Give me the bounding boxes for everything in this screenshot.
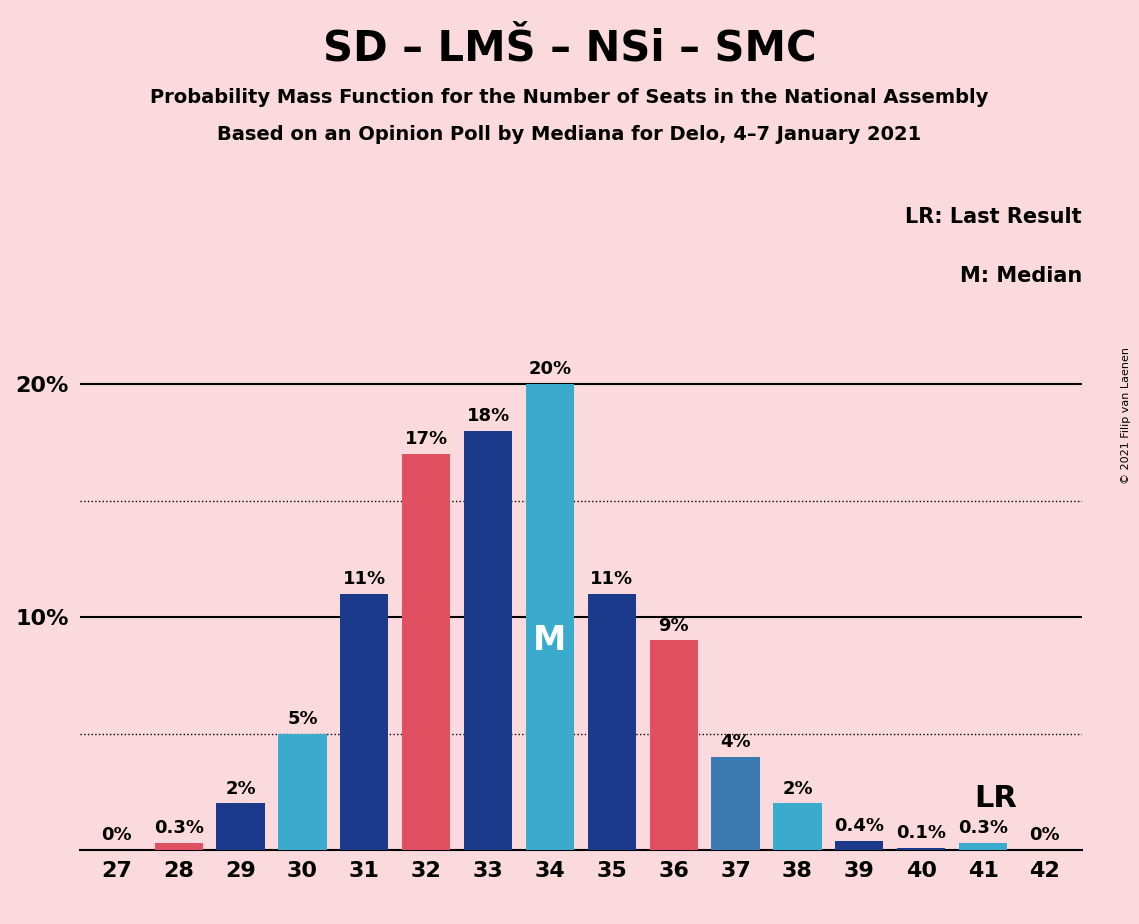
Text: Probability Mass Function for the Number of Seats in the National Assembly: Probability Mass Function for the Number… [150, 88, 989, 107]
Text: 17%: 17% [404, 431, 448, 448]
Text: Based on an Opinion Poll by Mediana for Delo, 4–7 January 2021: Based on an Opinion Poll by Mediana for … [218, 125, 921, 144]
Bar [526, 384, 574, 850]
Bar [278, 734, 327, 850]
Bar [402, 454, 450, 850]
Bar [712, 757, 760, 850]
Text: 4%: 4% [720, 733, 751, 751]
Text: 2%: 2% [226, 780, 256, 797]
Text: 5%: 5% [287, 710, 318, 728]
Bar [341, 594, 388, 850]
Text: 0.1%: 0.1% [896, 824, 947, 842]
Text: 20%: 20% [528, 360, 572, 378]
Bar [773, 804, 821, 850]
Text: 18%: 18% [467, 407, 510, 425]
Bar [959, 843, 1007, 850]
Text: 9%: 9% [658, 616, 689, 635]
Text: 11%: 11% [590, 570, 633, 588]
Text: LR: Last Result: LR: Last Result [906, 207, 1082, 227]
Text: 2%: 2% [782, 780, 813, 797]
Text: © 2021 Filip van Laenen: © 2021 Filip van Laenen [1121, 347, 1131, 484]
Bar [464, 431, 513, 850]
Bar [898, 847, 945, 850]
Text: 0.3%: 0.3% [154, 820, 204, 837]
Text: LR: LR [974, 784, 1017, 813]
Bar [835, 841, 884, 850]
Text: 0%: 0% [101, 826, 132, 845]
Bar [588, 594, 636, 850]
Text: M: Median: M: Median [960, 266, 1082, 286]
Bar [155, 843, 203, 850]
Text: 0.3%: 0.3% [958, 820, 1008, 837]
Bar [216, 804, 264, 850]
Text: SD – LMŠ – NSi – SMC: SD – LMŠ – NSi – SMC [322, 28, 817, 69]
Text: 0%: 0% [1030, 826, 1060, 845]
Text: 11%: 11% [343, 570, 386, 588]
Text: M: M [533, 624, 566, 657]
Text: 0.4%: 0.4% [834, 817, 884, 835]
Bar [649, 640, 698, 850]
